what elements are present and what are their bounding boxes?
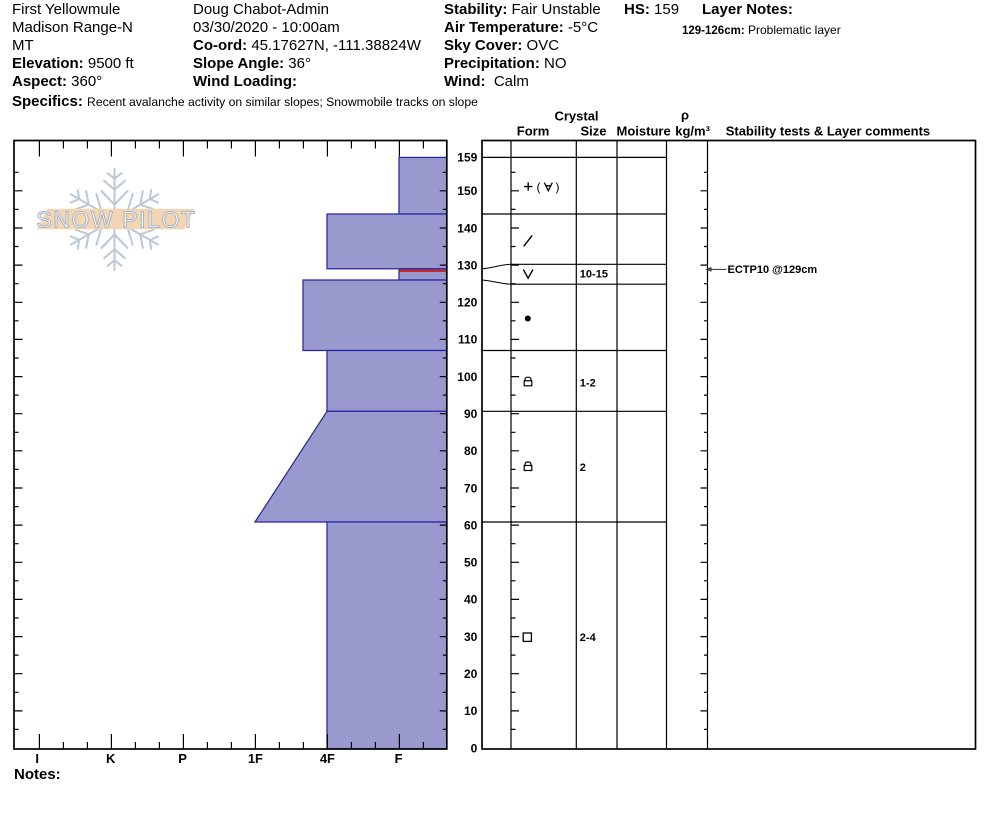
svg-text:ECTP10 @129cm: ECTP10 @129cm [728, 264, 818, 276]
svg-text:100: 100 [457, 370, 477, 384]
svg-text:30: 30 [464, 630, 478, 644]
svg-text:60: 60 [464, 518, 478, 532]
svg-text:Notes:: Notes: [14, 766, 61, 783]
svg-text:): ) [556, 180, 560, 194]
svg-text:0: 0 [471, 741, 478, 755]
svg-text:130: 130 [457, 258, 477, 272]
svg-text:80: 80 [464, 444, 478, 458]
svg-text:120: 120 [457, 296, 477, 310]
svg-text:ρ: ρ [681, 108, 689, 123]
svg-text:F: F [395, 751, 403, 766]
svg-text:4F: 4F [320, 751, 335, 766]
svg-text:Size: Size [580, 123, 606, 138]
svg-text:P: P [178, 751, 187, 766]
svg-text:159: 159 [457, 151, 477, 165]
svg-text:40: 40 [464, 593, 478, 607]
svg-text:Form: Form [517, 123, 550, 138]
svg-text:90: 90 [464, 407, 478, 421]
svg-text:K: K [106, 751, 116, 766]
svg-text:SNOW PILOT: SNOW PILOT [36, 206, 196, 232]
svg-text:kg/m³: kg/m³ [675, 124, 710, 139]
svg-text:1-2: 1-2 [580, 378, 596, 390]
svg-text:50: 50 [464, 556, 478, 570]
svg-text:140: 140 [457, 221, 477, 235]
svg-text:2-4: 2-4 [580, 632, 597, 644]
svg-text:150: 150 [457, 184, 477, 198]
svg-text:(: ( [537, 180, 541, 194]
svg-text:Moisture: Moisture [617, 123, 671, 138]
svg-text:I: I [35, 751, 39, 766]
svg-text:110: 110 [458, 333, 478, 347]
svg-text:10-15: 10-15 [580, 269, 608, 281]
svg-text:Stability tests & Layer commen: Stability tests & Layer comments [726, 123, 930, 138]
svg-text:20: 20 [464, 667, 478, 681]
svg-text:2: 2 [580, 462, 586, 474]
svg-text:Crystal: Crystal [554, 109, 598, 124]
svg-text:70: 70 [464, 481, 478, 495]
svg-text:10: 10 [464, 704, 478, 718]
svg-text:1F: 1F [248, 751, 263, 766]
